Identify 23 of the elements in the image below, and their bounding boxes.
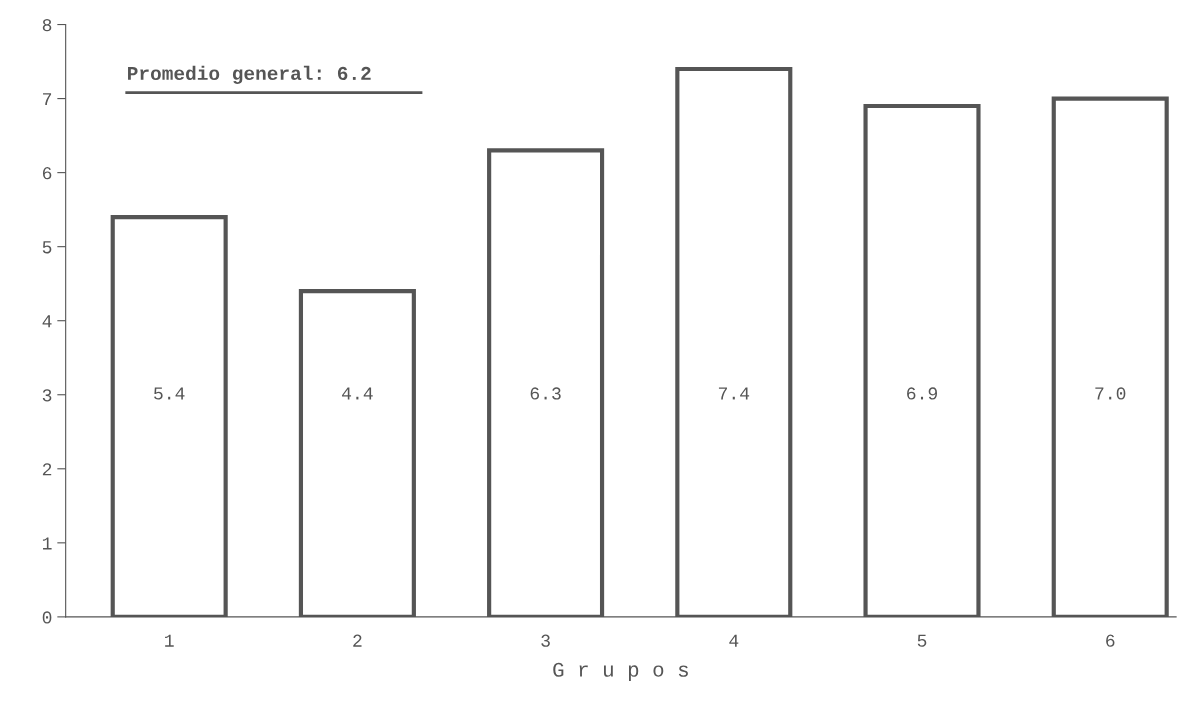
y-tick-label: 2 [42, 463, 52, 476]
x-tick-label: 3 [541, 634, 550, 647]
data-label: 6.9 [907, 387, 938, 400]
data-label: 7.0 [1095, 387, 1126, 400]
x-tick-label: 2 [353, 634, 362, 647]
x-axis-title: G r u p o s [553, 662, 688, 681]
y-tick-label: 3 [42, 389, 52, 402]
x-tick-label: 1 [165, 634, 174, 647]
annotation: Promedio general: 6.2 [128, 65, 371, 84]
data-label: 7.4 [718, 387, 750, 400]
data-label: 6.3 [530, 387, 561, 400]
y-tick-label: 0 [42, 611, 52, 624]
y-tick-label: 1 [42, 537, 52, 550]
y-tick-label: 7 [43, 93, 52, 106]
y-tick-label: 8 [42, 19, 52, 32]
x-tick-label: 6 [1106, 634, 1115, 647]
x-tick-label: 5 [917, 634, 927, 647]
data-label: 4.4 [342, 387, 373, 400]
y-tick-label: 4 [42, 315, 52, 328]
x-tick-label: 4 [729, 634, 739, 647]
data-label: 5.4 [154, 387, 185, 400]
y-tick-label: 6 [42, 167, 52, 180]
y-tick-label: 5 [42, 241, 52, 254]
